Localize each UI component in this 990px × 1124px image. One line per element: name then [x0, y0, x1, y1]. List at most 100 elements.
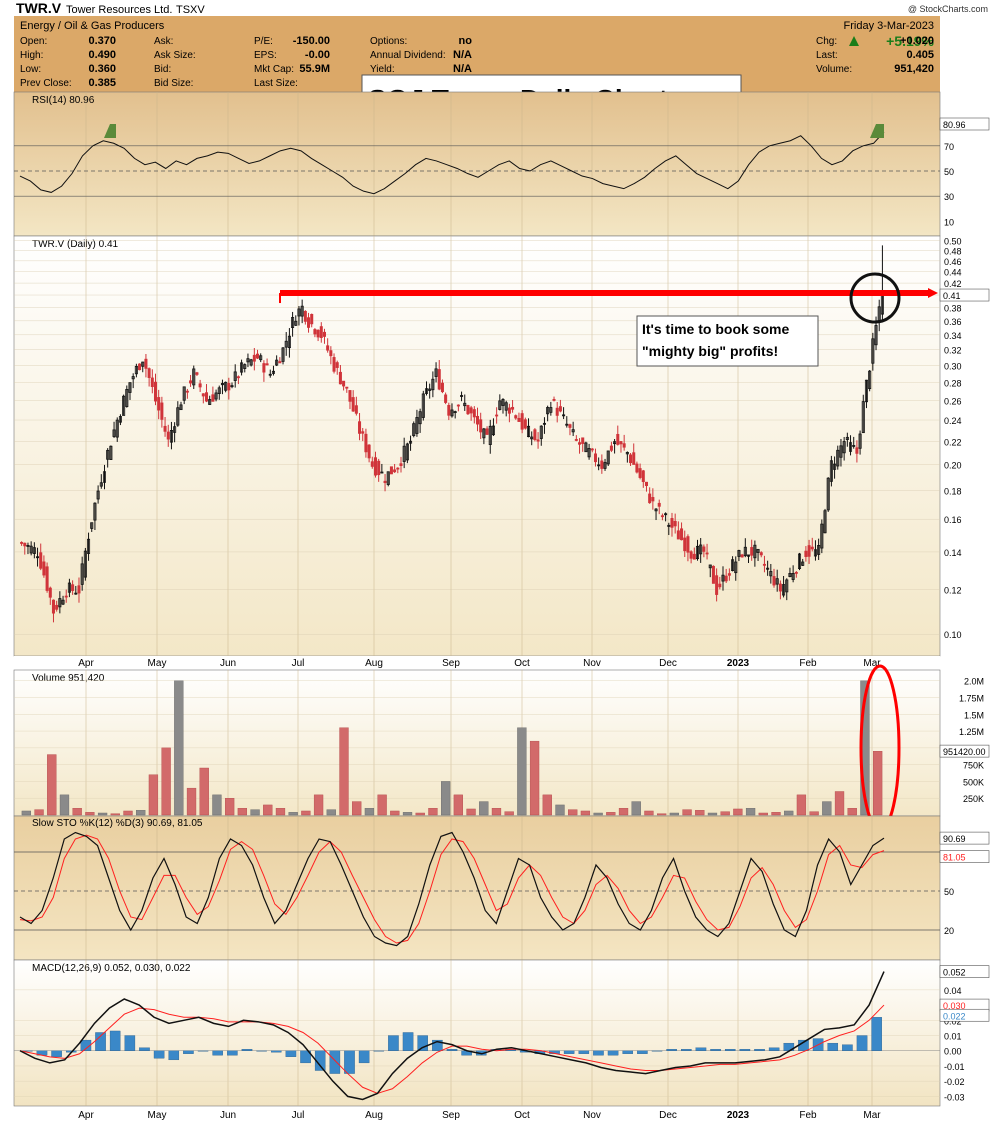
macd-histogram-bar: [388, 1035, 399, 1051]
candle-body: [405, 443, 409, 461]
candle-body: [485, 428, 489, 435]
candle-body: [83, 550, 87, 578]
macd-histogram-bar: [358, 1050, 370, 1064]
candle-body: [686, 536, 690, 553]
macd-histogram-bar: [197, 1050, 209, 1052]
month-label: Aug: [365, 658, 383, 669]
candle-body: [160, 402, 164, 420]
month-label: May: [148, 658, 167, 669]
volume-bar: [555, 804, 565, 816]
candle-body: [743, 546, 747, 557]
macd-histogram-bar: [270, 1050, 282, 1053]
candle-body: [437, 369, 441, 390]
candle-body: [498, 400, 502, 410]
macd-histogram-bar: [739, 1049, 751, 1051]
candle-body: [839, 445, 843, 458]
candle-body: [230, 385, 234, 388]
candle-body: [26, 545, 30, 547]
value-box-label: 0.030: [943, 1001, 966, 1011]
volume-bar: [110, 813, 120, 816]
candle-body: [555, 407, 559, 416]
volume-bar: [377, 794, 387, 816]
callout-box: [636, 315, 819, 367]
candle-body: [415, 417, 419, 434]
price-tick-label: 0.50: [944, 236, 962, 246]
candle-body: [670, 518, 674, 528]
price-tick-label: 0.44: [944, 268, 962, 278]
price-label: TWR.V (Daily) 0.41: [32, 239, 119, 250]
candle-body: [460, 395, 464, 397]
volume-bar: [161, 747, 171, 816]
volume-bar: [847, 808, 857, 816]
change-percent: +5.19%: [886, 33, 934, 49]
candle-body: [676, 530, 680, 540]
macd-histogram-bar: [432, 1039, 443, 1051]
volume-bar: [59, 794, 70, 816]
candle-body: [810, 546, 814, 550]
candle-body: [281, 347, 285, 362]
candle-body: [453, 411, 457, 414]
candle-body: [141, 361, 145, 367]
volume-tick-label: 250K: [963, 794, 984, 804]
volume-bar: [47, 754, 57, 816]
header-field-label: Mkt Cap:: [254, 64, 294, 75]
candle-body: [715, 575, 719, 595]
candle-body: [762, 563, 766, 566]
candle-body: [316, 329, 320, 338]
candle-body: [421, 393, 425, 418]
volume-bar: [174, 680, 184, 816]
macd-histogram-bar: [856, 1035, 868, 1051]
macd-histogram-bar: [51, 1050, 62, 1057]
candle-body: [584, 442, 588, 453]
candle-body: [402, 445, 406, 462]
candle-body: [683, 537, 687, 552]
month-label: Jun: [220, 658, 236, 669]
value-box-label: 0.41: [943, 291, 961, 301]
macd-histogram-bar: [153, 1050, 165, 1059]
candle-body: [488, 425, 492, 445]
candle-body: [275, 359, 279, 366]
candle-body: [240, 362, 244, 373]
candle-body: [775, 578, 779, 585]
candle-body: [514, 415, 518, 419]
candle-body: [871, 338, 875, 364]
candle-body: [807, 545, 811, 557]
volume-bar: [263, 804, 273, 816]
candle-body: [182, 386, 186, 401]
candle-body: [546, 407, 550, 415]
candle-body: [740, 554, 744, 558]
macd-histogram-bar: [109, 1030, 121, 1051]
macd-histogram-bar: [842, 1044, 853, 1051]
volume-bar: [275, 808, 286, 816]
macd-histogram-bar: [754, 1049, 765, 1051]
candle-body: [179, 404, 183, 411]
candle-body: [157, 397, 161, 411]
candle-body: [351, 397, 355, 412]
macd-histogram-bar: [607, 1050, 619, 1056]
header-field-label: Bid Size:: [154, 78, 193, 89]
candle-body: [734, 561, 738, 574]
month-axis-strip: [14, 656, 940, 670]
macd-histogram-bar: [593, 1050, 604, 1056]
candle-body: [67, 582, 71, 593]
candle-body: [303, 310, 307, 322]
candle-body: [434, 368, 438, 377]
candle-body: [118, 416, 122, 423]
candle-body: [542, 422, 546, 425]
header-field-label: Volume:: [816, 64, 852, 75]
price-tick-label: 0.38: [944, 304, 962, 314]
candle-body: [48, 587, 52, 598]
macd-histogram-bar: [446, 1049, 458, 1051]
candle-body: [134, 365, 138, 375]
exchange: TSXV: [176, 4, 205, 16]
candle-body: [536, 439, 540, 442]
candle-body: [702, 546, 706, 552]
volume-bar: [491, 808, 502, 816]
candle-body: [842, 441, 846, 454]
candle-body: [823, 510, 827, 534]
macd-histogram-bar: [124, 1035, 136, 1051]
candle-body: [310, 313, 314, 325]
candle-body: [112, 429, 116, 437]
header-field-value: -0.00: [305, 49, 330, 61]
